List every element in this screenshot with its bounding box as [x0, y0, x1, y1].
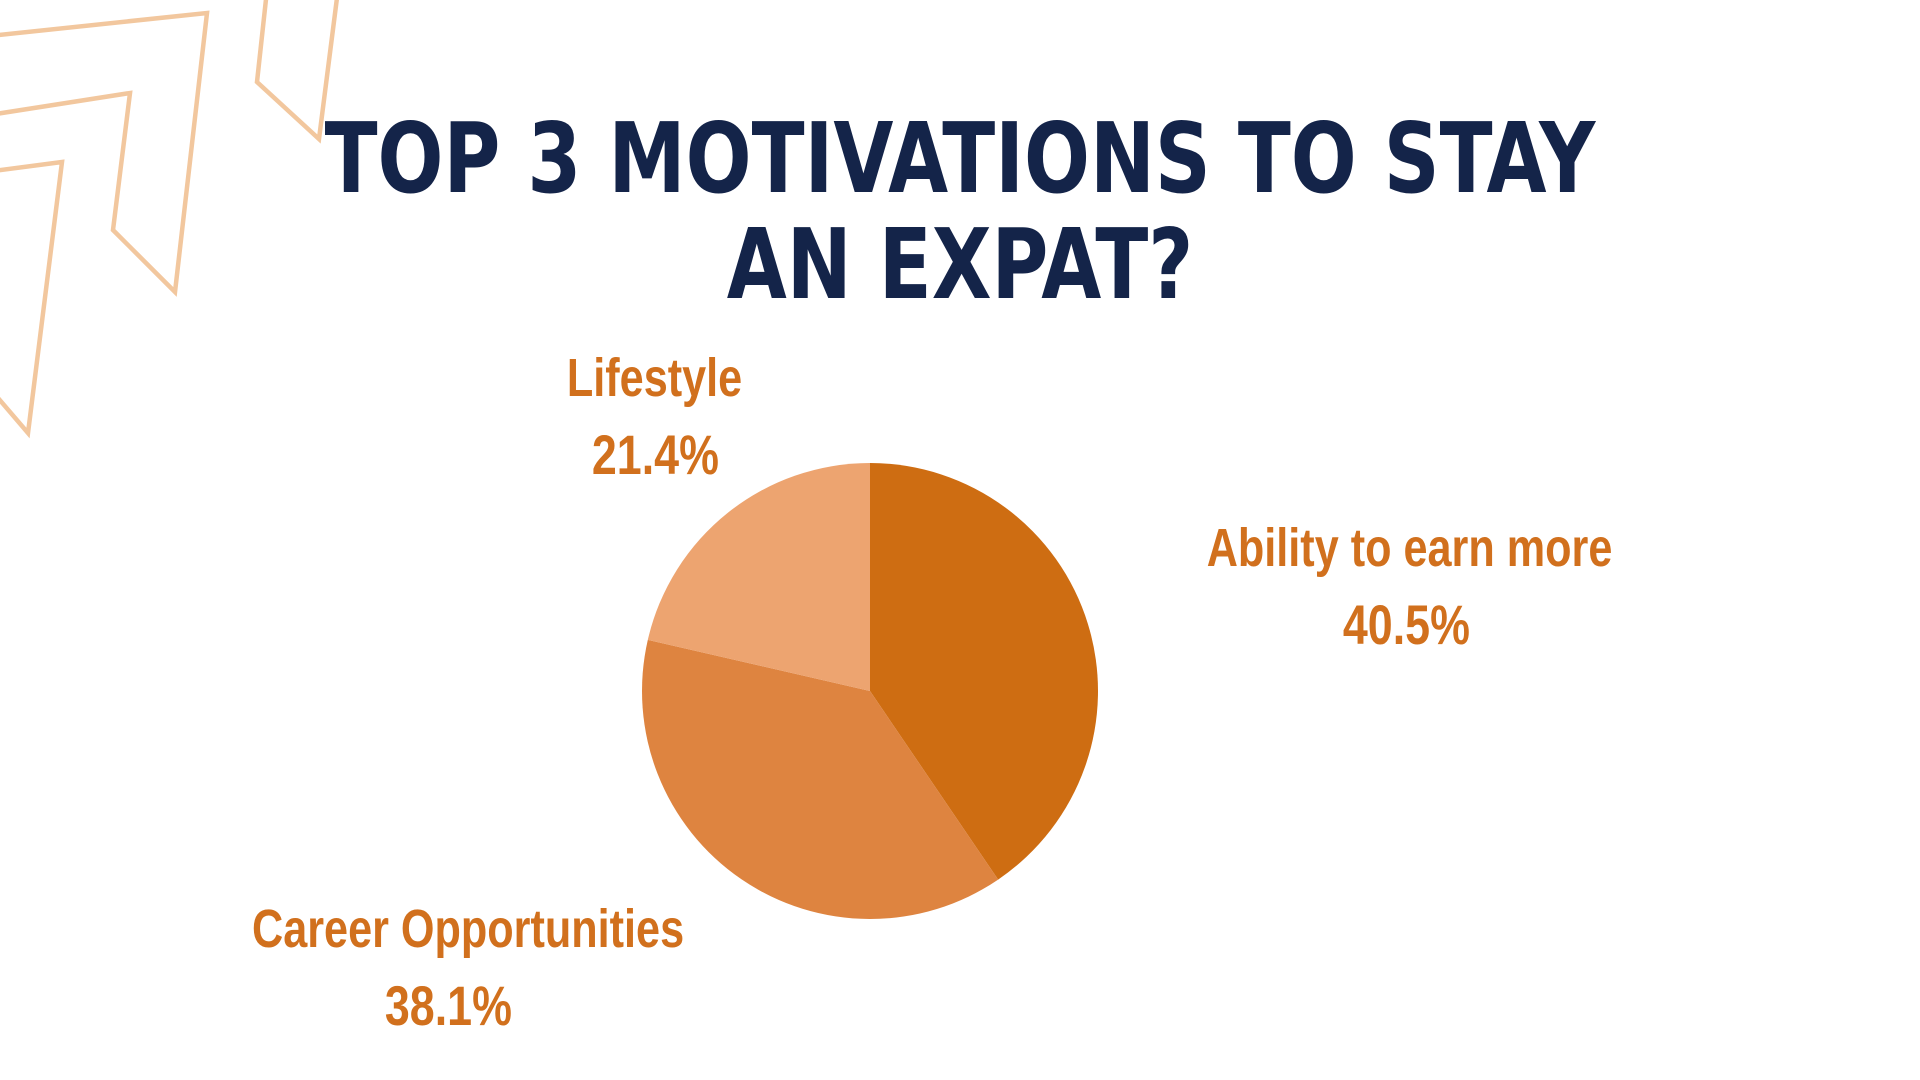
chevron-outline-top: [254, 0, 339, 144]
pie-label-lifestyle: Lifestyle 21.4%: [455, 351, 855, 483]
chevron-outline-lower: [0, 159, 65, 439]
pie-chart: [642, 463, 1098, 919]
pie-label-ability-to-earn-more: Ability to earn more 40.5%: [1156, 521, 1656, 653]
pie-slice-career: [642, 639, 999, 919]
pie-label-ability-name: Ability to earn more: [1206, 518, 1613, 578]
page-title-line-2: AN EXPAT?: [726, 208, 1194, 321]
pie-slice-ability: [870, 463, 1098, 880]
pie-slice-lifestyle: [647, 463, 870, 691]
pie-label-lifestyle-name: Lifestyle: [567, 348, 743, 408]
pie-label-career-value: 38.1%: [384, 974, 512, 1037]
pie-label-career-opportunities: Career Opportunities 38.1%: [198, 902, 698, 1034]
page-title: TOP 3 MOTIVATIONS TO STAY AN EXPAT?: [0, 106, 1920, 318]
page-title-line-1: TOP 3 MOTIVATIONS TO STAY: [324, 102, 1596, 215]
pie-label-lifestyle-value: 21.4%: [591, 423, 719, 486]
pie-label-career-name: Career Opportunities: [252, 899, 685, 959]
chevron-outline-large: [0, 10, 210, 297]
pie-label-ability-value: 40.5%: [1342, 593, 1470, 656]
decorative-chevrons: [0, 0, 339, 439]
